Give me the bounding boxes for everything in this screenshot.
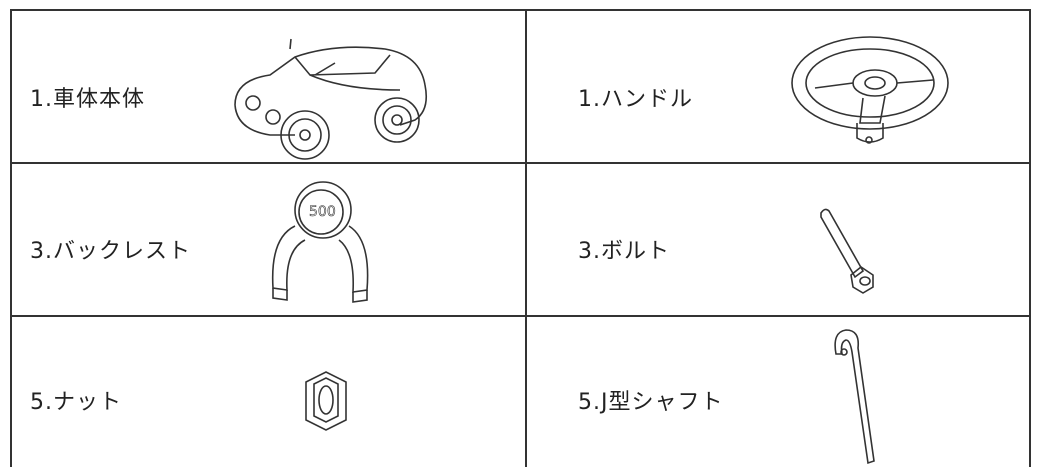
table-border: [1029, 9, 1031, 467]
nut-illustration: [305, 371, 347, 431]
part-label: 5.J型シャフト: [578, 390, 724, 415]
table-border: [10, 9, 1031, 11]
part-label: 3.バックレスト: [30, 239, 191, 264]
steering-wheel-illustration: [791, 36, 949, 144]
part-label: 5.ナット: [30, 390, 122, 415]
part-label: 1.車体本体: [30, 87, 145, 112]
car-illustration: [234, 38, 428, 160]
table-border: [525, 9, 527, 467]
part-label: 3.ボルト: [578, 239, 670, 264]
backrest-illustration: 500: [271, 181, 369, 303]
part-label: 1.ハンドル: [578, 87, 693, 112]
svg-text:500: 500: [309, 204, 336, 220]
table-border: [10, 315, 1031, 317]
table-border: [10, 9, 12, 467]
bolt-illustration: [820, 208, 874, 294]
j-shaft-illustration: [834, 329, 875, 465]
table-border: [10, 162, 1031, 164]
